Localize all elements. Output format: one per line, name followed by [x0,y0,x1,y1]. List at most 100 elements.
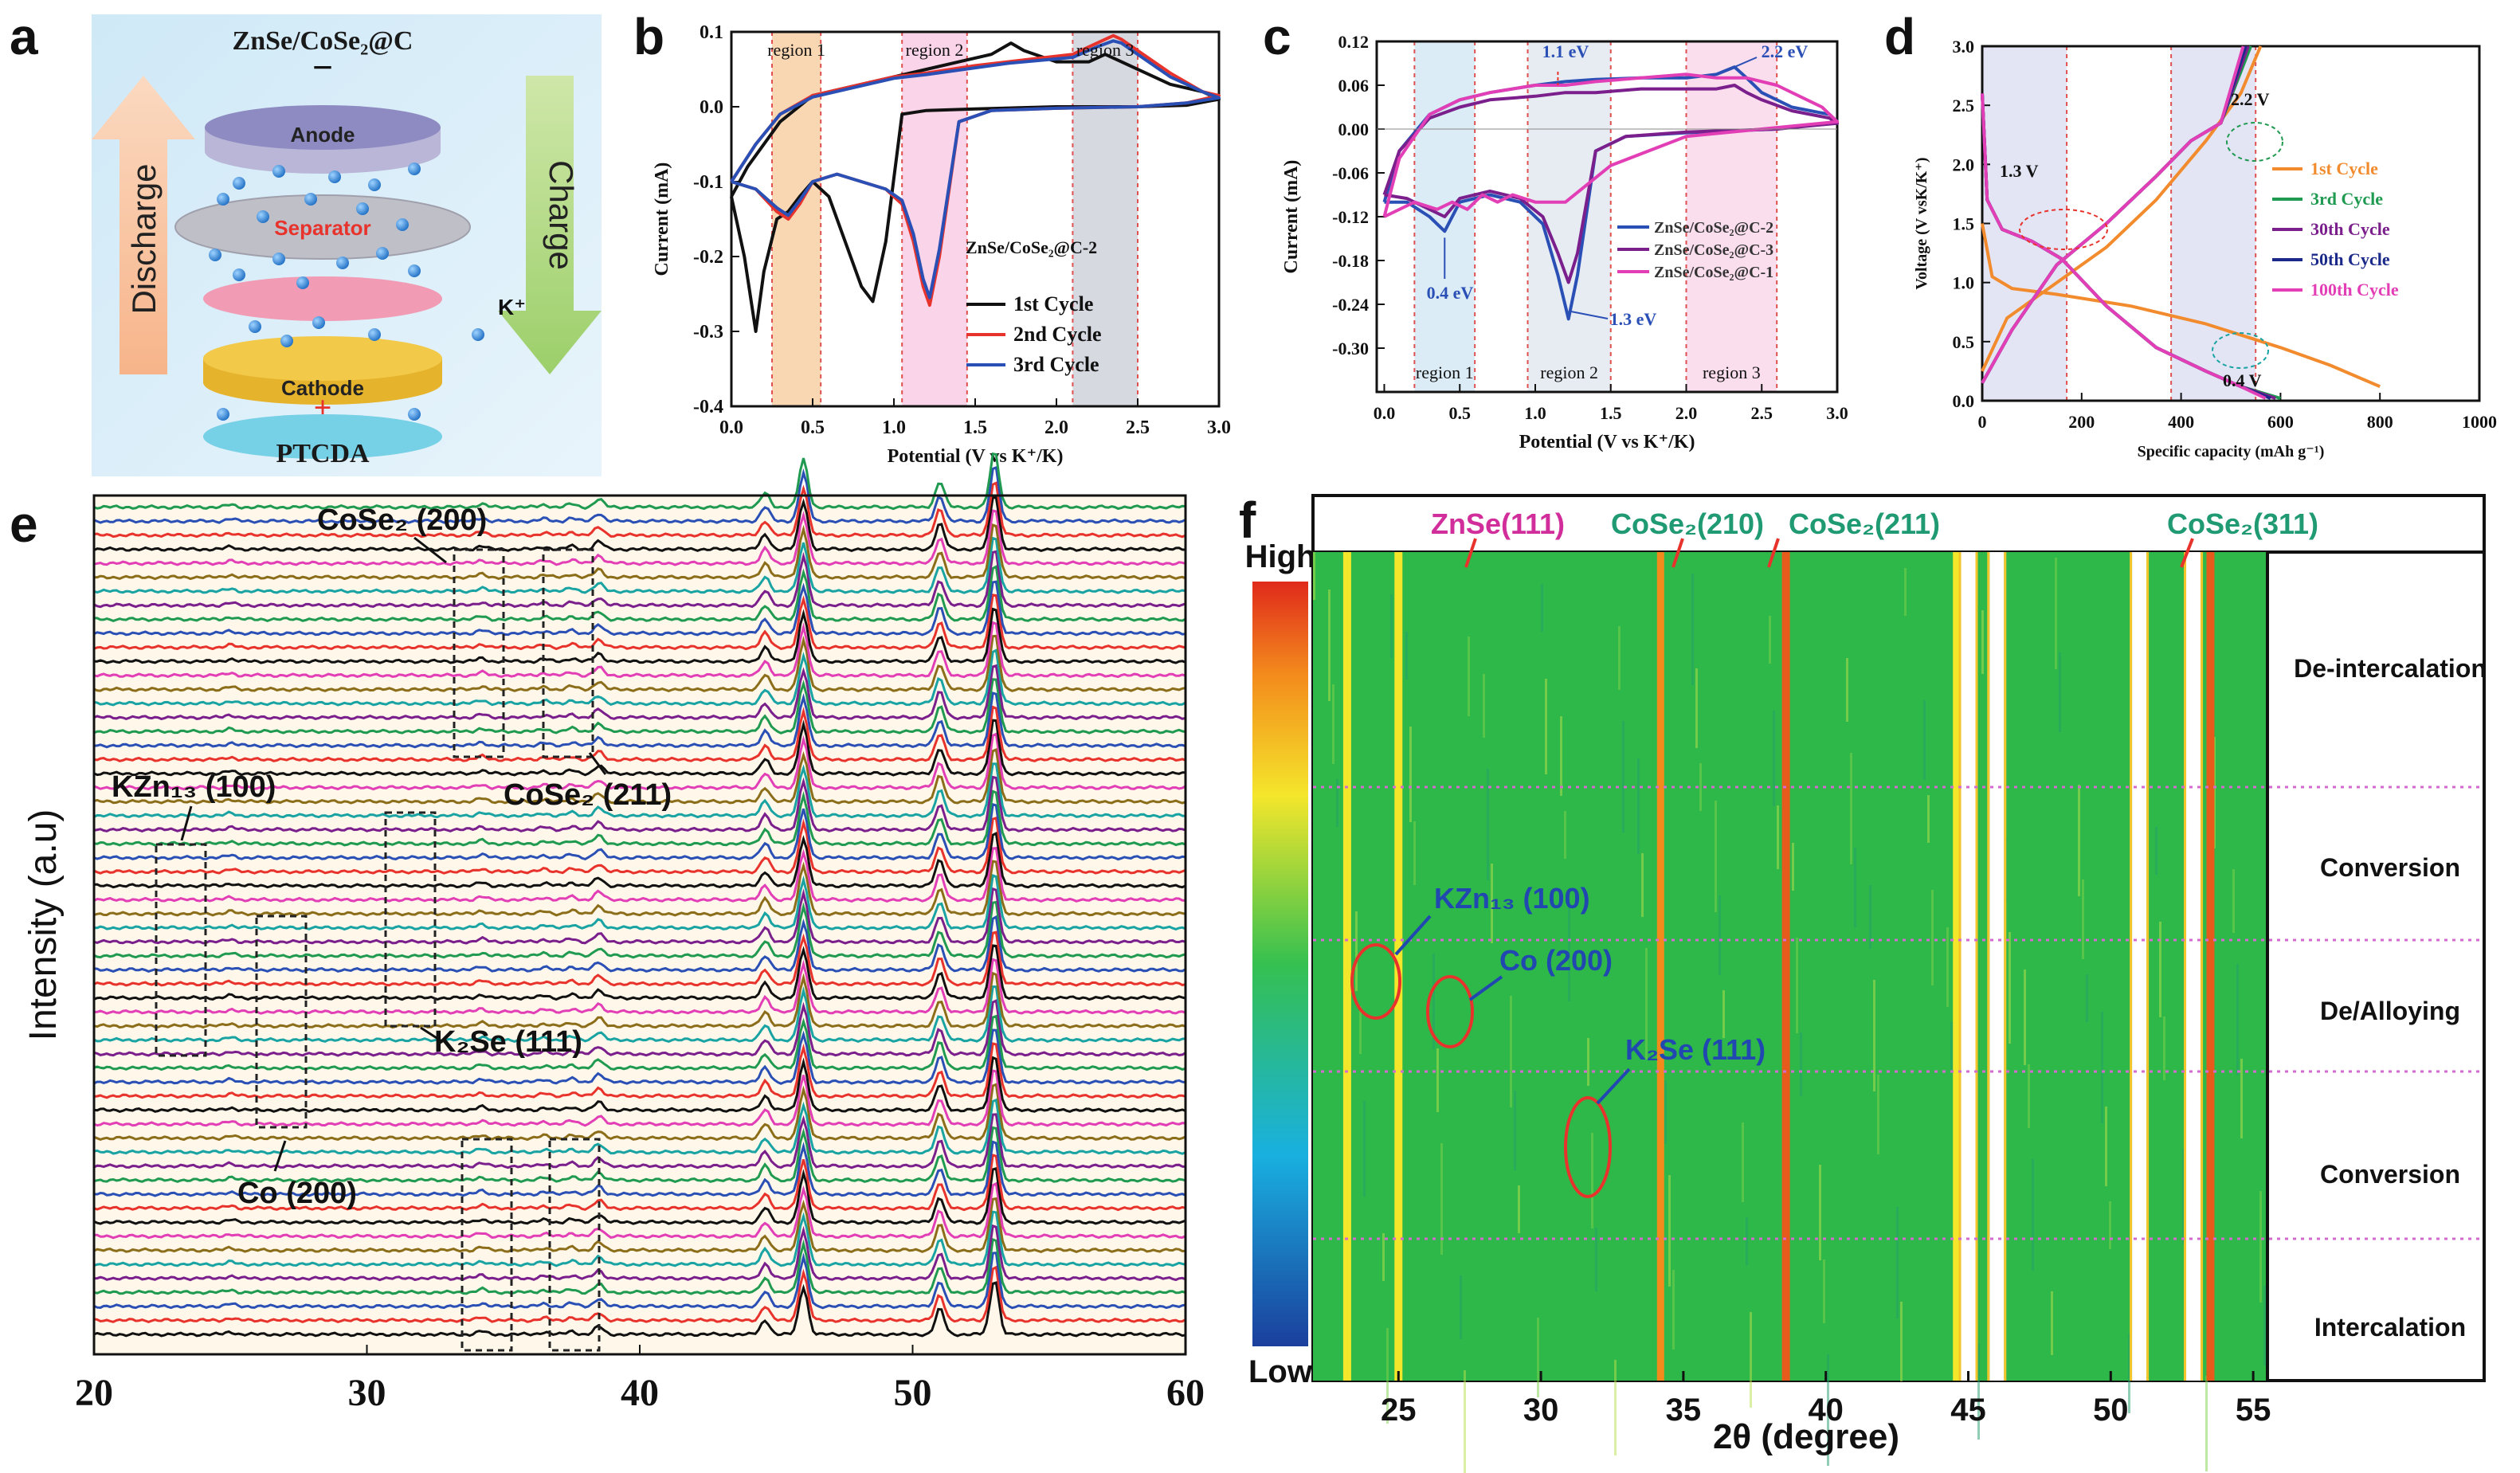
heatmap-texture [1440,1143,1443,1255]
xrd-pattern-3 [93,1252,1186,1310]
potassium-ion-17 [249,320,261,333]
legend-label-1: 1st Cycle [1013,292,1093,315]
xrd-pattern-49 [93,607,1186,664]
panel-e: e 20 30 40 50 60 Intensity (a.u) CoSe₂ (200) Co… [10,452,1205,1414]
inner-label-pointer [1468,975,1503,1001]
x-tick-label: 3.0 [1207,417,1231,438]
x-tick-label: 0.0 [719,417,743,438]
heatmap-texture [1777,805,1779,869]
heatmap-texture [1595,1228,1597,1291]
heatmap-texture [1873,980,1875,1091]
x-tick-label: 400 [2168,412,2194,432]
heatmap-texture [1664,1080,1667,1144]
region-box-5 [384,811,437,1028]
peak-annotation-4: K₂Se (111) [434,1025,582,1059]
discharge-arrow-icon [92,76,195,374]
potassium-ions [209,163,484,421]
phase-label-1: ZnSe(111) [1431,507,1565,540]
diffraction-line-edge [1987,552,1990,1381]
ptcda-label: PTCDA [276,439,370,468]
heatmap-area [1313,552,2267,1381]
y-tick-label: 1.0 [1953,273,1975,293]
region-band-3 [1072,32,1138,406]
discharge-label: Discharge [125,163,163,314]
series-line-3 [730,39,1221,300]
peak-annotation-1: CoSe₂ (200) [317,503,487,537]
annotation-arrow [273,1140,287,1172]
annotation-arrow [420,1026,444,1044]
xrd-pattern-30 [93,873,1186,931]
heatmap-texture [2240,1059,2243,1138]
heatmap-texture [1900,1302,1903,1381]
xrd-pattern-5 [93,1224,1186,1282]
x-tick-label: 1.0 [882,417,906,438]
charge-arrow-icon [498,76,602,374]
region-label-1: region 1 [1416,362,1474,382]
x-tick-label: 40 [1808,1393,1844,1428]
x-tick-label: 2.0 [1675,403,1698,423]
heatmap-texture [1796,938,1798,1033]
heatmap-texture [1792,843,1794,891]
x-tick-label: 3.0 [1826,403,1848,423]
phase-label-3: CoSe₂(211) [1789,507,1940,540]
xrd-pattern-50 [93,594,1186,651]
heatmap-texture [1468,637,1470,716]
diffraction-line-10 [2206,552,2215,1381]
heatmap-texture [1355,911,1358,991]
diffraction-line-7 [1989,552,2005,1381]
y-tick-label: -0.18 [1332,251,1369,271]
heatmap-texture [1854,848,1856,927]
phase-pointer-4 [2180,538,2194,568]
xrd-pattern-45 [93,664,1186,721]
potassium-ion-15 [296,276,309,289]
annotation-1-3eV: 1.3 eV [1610,309,1657,329]
y-axis-label: Current (mA) [1281,160,1302,274]
y-tick-label: -0.4 [693,397,723,417]
heatmap-texture [2101,1012,2103,1123]
heatmap-texture [1483,674,1485,738]
series-line-1 [730,41,1221,333]
region-band-2 [2171,46,2256,401]
y-tick-label: 0.06 [1338,76,1370,96]
xrd-pattern-41 [93,719,1186,777]
xrd-pattern-55 [93,523,1186,581]
ptcda-disc [203,414,442,459]
highlight-ellipse-3 [1564,1096,1612,1198]
heatmap-texture [1386,1328,1389,1424]
heatmap-texture [1981,610,1984,674]
xrd-pattern-20 [93,1014,1186,1071]
legend-label-2: 2nd Cycle [1013,323,1102,346]
xrd-pattern-27 [93,915,1186,974]
heatmap-texture [2032,1159,2034,1271]
heatmap-texture [1877,1075,1879,1154]
heatmap-texture [1769,616,1771,664]
xrd-pattern-23 [93,971,1186,1029]
region-label-3: region 3 [1076,40,1135,60]
heatmap-texture [1336,779,1338,827]
phase-pointer-3 [1767,538,1780,568]
xrd-pattern-43 [93,691,1186,749]
potassium-ion-13 [376,247,389,260]
annotation-arrow [588,752,607,775]
legend-label-1: ZnSe/CoSe₂@C-2 [1654,219,1773,237]
xrd-pattern-12 [93,1126,1186,1184]
y-tick-label: 1.5 [1953,214,1975,234]
legend-label-1: 1st Cycle [2310,159,2378,178]
xrd-pattern-24 [93,958,1186,1015]
annotation-arrow [180,805,193,841]
panel-a: a Discharge Charge ZnSe/CoSe₂@C − Anode … [10,8,602,476]
heatmap-texture [2259,1191,2262,1303]
separator-label: Separator [274,216,370,240]
heatmap-texture [1719,895,1721,975]
xrd-pattern-2 [93,1265,1186,1324]
panel-b: b 0.0 0.5 1.0 1.5 2.0 2.5 3.0 0.1 0.0 -0.1 -0.2 -0.… [633,8,1231,467]
potassium-ion-4 [408,163,421,175]
annotation-1-3V: 1.3 V [2000,161,2039,181]
annotation-arrow [1734,57,1758,69]
legend-label-3: 3rd Cycle [1013,353,1099,376]
heatmap-texture [1637,758,1640,854]
heatmap-texture [1464,1370,1466,1473]
heatmap-texture [1850,753,1852,864]
annotation-ellipse [2212,332,2269,369]
heatmap-texture [1436,1048,1439,1112]
